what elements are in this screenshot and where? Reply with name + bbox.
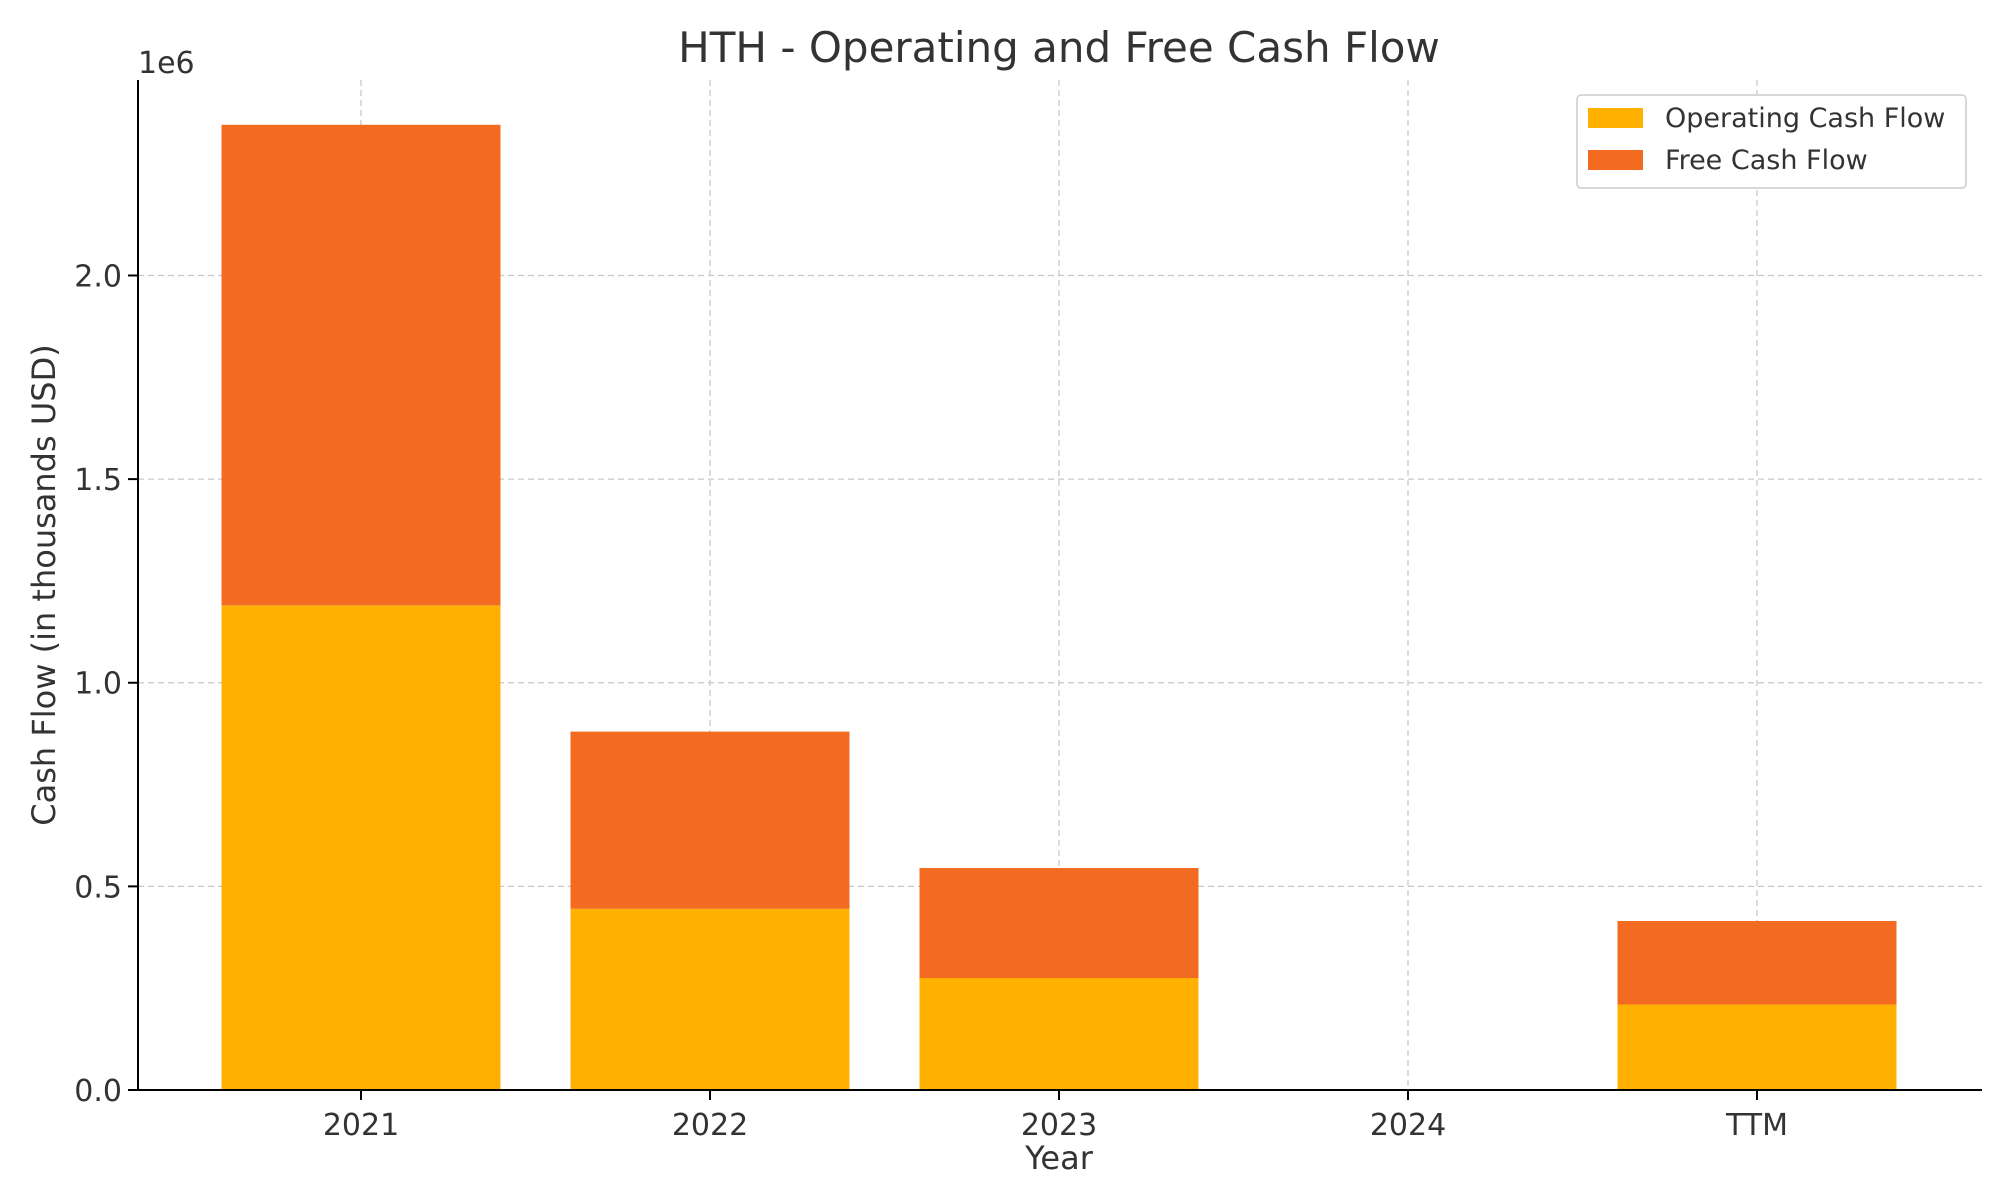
bars-layer xyxy=(221,124,1897,1090)
x-tick-label: 2024 xyxy=(1370,1108,1446,1143)
bar-operating-cash-flow-ttm xyxy=(1617,1004,1897,1090)
y-tick-label: 2.0 xyxy=(74,259,122,294)
chart-title: HTH - Operating and Free Cash Flow xyxy=(678,23,1440,72)
bar-operating-cash-flow-2023 xyxy=(919,978,1199,1090)
bar-operating-cash-flow-2021 xyxy=(221,605,501,1090)
x-tick-label: 2023 xyxy=(1021,1108,1097,1143)
legend-frame xyxy=(1576,94,1967,189)
y-axis-label: Cash Flow (in thousands USD) xyxy=(25,344,63,825)
legend-swatch-free-cash-flow xyxy=(1588,150,1643,170)
legend: Operating Cash Flow Free Cash Flow xyxy=(1576,94,1967,189)
x-tick-label: 2022 xyxy=(672,1108,748,1143)
y-tick-label: 0.5 xyxy=(74,870,122,905)
bar-free-cash-flow-2023 xyxy=(919,868,1199,979)
y-tick-label: 1.0 xyxy=(74,667,122,702)
x-tick-label: TTM xyxy=(1725,1108,1788,1143)
y-tick-label: 0.0 xyxy=(74,1074,122,1109)
legend-label-operating-cash-flow: Operating Cash Flow xyxy=(1665,103,1945,134)
bar-free-cash-flow-2022 xyxy=(570,731,850,909)
x-axis-label: Year xyxy=(1024,1139,1094,1177)
bar-free-cash-flow-ttm xyxy=(1617,920,1897,1005)
y-tick-label: 1.5 xyxy=(74,463,122,498)
legend-swatch-operating-cash-flow xyxy=(1588,108,1643,128)
bar-operating-cash-flow-2022 xyxy=(570,908,850,1090)
ticks-layer: 0.0 0.5 1.0 1.5 2.0 2021 2022 2023 2024 TTM xyxy=(74,259,1788,1143)
legend-label-free-cash-flow: Free Cash Flow xyxy=(1665,145,1868,176)
y-axis-offset-label: 1e6 xyxy=(138,46,195,81)
x-tick-label: 2021 xyxy=(323,1108,399,1143)
bar-free-cash-flow-2021 xyxy=(221,124,501,606)
